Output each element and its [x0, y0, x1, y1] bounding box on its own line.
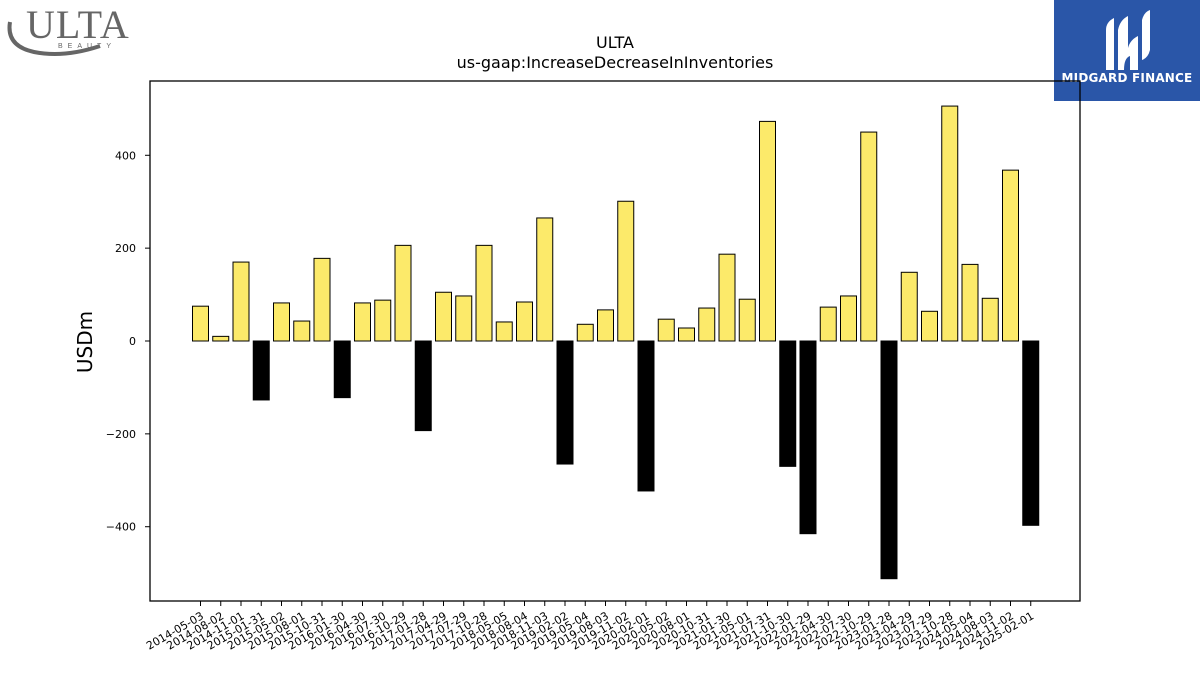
bar-2022-07-30: [840, 295, 857, 342]
y-ticks: −400 −200 0 200 400: [106, 149, 150, 534]
bar-2014-08-02: [212, 335, 230, 342]
bar-2023-04-29: [900, 271, 918, 342]
bar-2021-01-30: [718, 253, 736, 342]
ulta-logo: ULTA BEAUTY: [4, 2, 134, 58]
bar-2025-02-01: [1022, 340, 1040, 526]
bar-2015-05-02: [273, 302, 290, 342]
bar-2020-08-01: [678, 327, 695, 342]
y-tick-label: 200: [115, 242, 136, 255]
bar-2023-07-29: [921, 310, 938, 342]
bar-2019-08-03: [597, 309, 614, 342]
bar-2015-01-31: [252, 340, 270, 401]
chart-subtitle: us-gaap:IncreaseDecreaseInInventories: [457, 53, 774, 72]
bar-2020-02-01: [637, 340, 655, 492]
bar-2017-07-29: [455, 295, 473, 342]
bar-2016-01-30: [333, 340, 351, 399]
bar-2019-02-02: [556, 340, 574, 465]
bar-2024-11-02: [1002, 169, 1019, 342]
y-tick-label: 400: [115, 149, 136, 162]
bar-2023-01-28: [880, 340, 898, 580]
x-ticks: 2014-05-032014-08-022014-11-012015-01-31…: [144, 601, 1036, 653]
svg-text:ULTA: ULTA: [26, 2, 130, 47]
bar-2020-05-02: [657, 318, 675, 342]
y-tick-label: −400: [106, 521, 136, 534]
plot-frame: [149, 80, 1081, 602]
y-axis-label: USDm: [73, 311, 97, 373]
bar-2024-05-04: [961, 263, 979, 342]
bar-2017-01-28: [414, 340, 432, 432]
bar-2019-11-02: [617, 200, 635, 342]
y-tick-label: −200: [106, 428, 136, 441]
bar-2021-10-30: [779, 340, 797, 467]
bar-2014-11-01: [232, 261, 250, 342]
bar-2015-08-01: [293, 320, 311, 342]
bar-2022-01-29: [799, 340, 817, 535]
bar-2023-10-28: [941, 105, 959, 342]
bar-2015-10-31: [313, 257, 331, 342]
bar-2021-07-31: [759, 120, 776, 342]
chart-title: ULTA: [596, 33, 634, 52]
bars-layer: [192, 105, 1040, 580]
bar-2016-10-29: [394, 244, 412, 342]
bar-2018-05-05: [495, 321, 513, 342]
bar-2017-04-29: [435, 291, 452, 342]
svg-text:BEAUTY: BEAUTY: [58, 43, 116, 50]
bar-2020-10-31: [698, 307, 716, 342]
bar-2018-11-03: [536, 217, 554, 342]
midgard-finance-logo: MIDGARD FINANCE: [1054, 0, 1200, 101]
bar-2014-05-03: [192, 305, 209, 342]
bar-2022-04-30: [819, 306, 837, 342]
bar-2022-10-29: [860, 131, 878, 342]
bar-2024-08-03: [981, 297, 999, 342]
bar-2017-10-28: [475, 244, 493, 342]
bar-2019-05-04: [576, 323, 594, 342]
midgard-logo-text: MIDGARD FINANCE: [1061, 71, 1193, 85]
y-tick-label: 0: [129, 335, 136, 348]
bar-2016-04-30: [354, 302, 371, 342]
bar-2018-08-04: [516, 301, 533, 342]
bar-2016-07-30: [374, 299, 392, 342]
bar-2021-05-01: [738, 298, 756, 342]
